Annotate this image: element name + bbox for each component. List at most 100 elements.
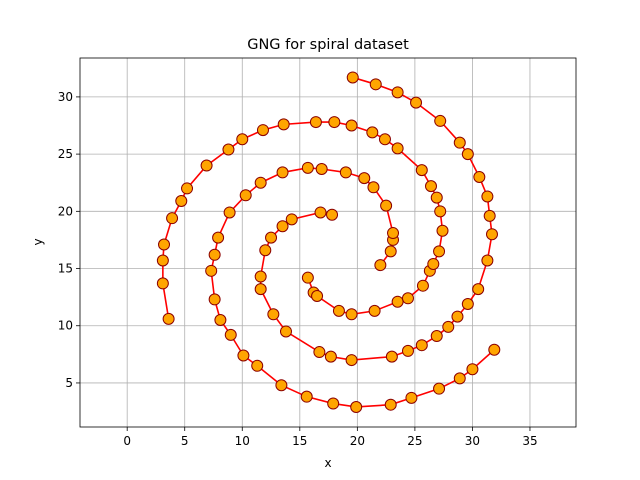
node	[181, 182, 194, 195]
node	[461, 298, 474, 310]
node	[380, 199, 393, 212]
node	[433, 382, 446, 395]
node	[488, 343, 501, 356]
node	[368, 304, 381, 317]
y-tick-label: 30	[58, 90, 73, 104]
node	[442, 320, 455, 333]
node	[285, 213, 298, 226]
node	[345, 354, 358, 367]
node	[275, 379, 288, 392]
node	[237, 349, 250, 362]
node	[345, 119, 358, 132]
node	[162, 312, 175, 325]
node	[472, 283, 485, 296]
node	[401, 344, 414, 357]
x-tick-label: 15	[292, 434, 307, 448]
node	[224, 328, 237, 341]
node	[301, 271, 314, 284]
node	[265, 231, 278, 244]
node	[391, 295, 404, 308]
x-tick-label: 20	[350, 434, 365, 448]
node	[366, 126, 379, 139]
node	[485, 228, 498, 241]
node	[385, 350, 398, 363]
x-tick-label: 25	[407, 434, 422, 448]
x-tick-label: 30	[465, 434, 480, 448]
node	[251, 359, 264, 372]
node	[259, 244, 272, 257]
node	[277, 118, 290, 131]
x-tick-label: 10	[235, 434, 250, 448]
node	[346, 71, 359, 84]
node	[434, 114, 447, 127]
node	[410, 96, 423, 109]
node	[453, 372, 466, 385]
node	[222, 143, 235, 156]
node	[358, 172, 371, 185]
x-tick-label: 0	[123, 434, 131, 448]
node	[254, 270, 267, 283]
node	[436, 224, 449, 237]
node	[223, 206, 236, 219]
node	[481, 190, 494, 203]
node	[313, 346, 326, 359]
node	[367, 181, 380, 194]
node	[256, 124, 269, 137]
node	[239, 189, 252, 202]
node	[434, 205, 447, 218]
y-tick-label: 5	[65, 376, 73, 390]
node	[350, 400, 363, 413]
node	[401, 292, 414, 305]
node	[156, 254, 169, 267]
node	[369, 78, 382, 91]
node	[387, 227, 400, 240]
node	[384, 245, 397, 258]
node	[378, 133, 391, 146]
node	[451, 310, 464, 323]
node	[328, 116, 341, 129]
node	[208, 293, 221, 306]
node	[481, 254, 494, 267]
y-axis-label: y	[31, 238, 45, 245]
node	[309, 116, 322, 129]
chart-title: GNG for spiral dataset	[247, 37, 409, 53]
node	[461, 148, 474, 161]
node	[466, 363, 479, 376]
x-tick-label: 5	[181, 434, 189, 448]
node	[430, 191, 443, 204]
node	[384, 398, 397, 411]
node	[214, 314, 227, 327]
node	[205, 264, 218, 277]
node	[427, 257, 440, 270]
node	[200, 159, 213, 172]
node	[158, 238, 171, 251]
node	[301, 161, 314, 174]
node	[156, 277, 169, 290]
node	[315, 162, 328, 175]
node	[236, 133, 249, 146]
node	[424, 180, 437, 193]
node	[311, 289, 324, 302]
node	[416, 279, 429, 292]
node	[339, 166, 352, 179]
node	[254, 176, 267, 189]
node	[314, 206, 327, 219]
y-tick-label: 10	[58, 319, 73, 333]
node	[453, 136, 466, 149]
node	[324, 350, 337, 363]
node	[327, 397, 340, 410]
plot-frame	[79, 57, 577, 428]
node	[415, 339, 428, 352]
node	[279, 325, 292, 338]
node	[254, 283, 267, 296]
node	[391, 86, 404, 99]
node	[433, 245, 446, 258]
y-tick-label: 15	[58, 262, 73, 276]
node	[175, 195, 188, 208]
node	[212, 231, 225, 244]
x-axis-label: x	[324, 456, 331, 470]
node	[473, 170, 486, 183]
node	[276, 220, 289, 233]
